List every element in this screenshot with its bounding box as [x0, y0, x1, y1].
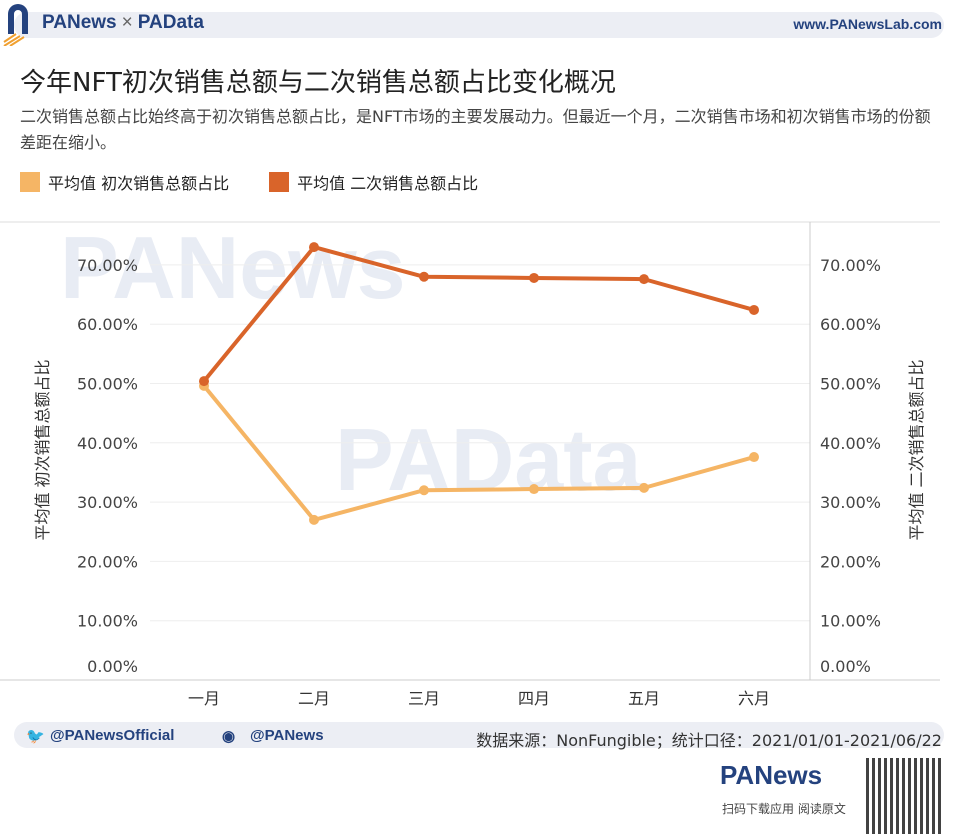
series-line-primary: [202, 384, 755, 522]
legend-label: 平均值 二次销售总额占比: [297, 174, 479, 193]
data-point: [749, 452, 759, 463]
y-axis-label-right: 平均值 二次销售总额占比: [907, 359, 926, 540]
data-point: [419, 271, 429, 282]
watermark-padata: PAData: [335, 410, 643, 509]
data-point: [529, 272, 539, 283]
legend-item-primary: 平均值 初次销售总额占比: [20, 170, 229, 194]
y-tick-right: 50.00%: [820, 375, 881, 394]
scan-text: 扫码下载应用 阅读原文: [722, 802, 846, 816]
data-point: [529, 484, 539, 495]
x-tick-label: 四月: [518, 689, 550, 708]
y-axis-label-left: 平均值 初次销售总额占比: [33, 359, 52, 540]
y-tick-left: 70.00%: [77, 256, 138, 275]
website-link[interactable]: www.PANewsLab.com: [793, 16, 942, 32]
legend-swatch: [269, 172, 290, 192]
data-source: 数据来源：NonFungible；统计口径：2021/01/01-2021/06…: [476, 731, 942, 750]
twitter-handle[interactable]: @PANewsOfficial: [50, 727, 175, 744]
data-point: [749, 304, 759, 315]
y-tick-right: 40.00%: [820, 434, 881, 453]
legend-item-secondary: 平均值 二次销售总额占比: [269, 170, 478, 194]
panews-footer-logo: PANews: [720, 760, 823, 790]
chart-subtitle: 二次销售总额占比始终高于初次销售总额占比，是NFT市场的主要发展动力。但最近一个…: [20, 107, 931, 152]
data-point: [309, 514, 319, 525]
weibo-icon: ◉: [222, 728, 236, 745]
y-tick-left: 10.00%: [77, 612, 138, 631]
weibo-handle[interactable]: @PANews: [250, 727, 324, 744]
legend: 平均值 初次销售总额占比 平均值 二次销售总额占比: [20, 170, 478, 194]
y-tick-left: 20.00%: [77, 552, 138, 571]
y-tick-left: 0.00%: [87, 657, 138, 676]
y-tick-left: 50.00%: [77, 375, 138, 394]
y-tick-right: 20.00%: [820, 552, 881, 571]
data-point: [639, 482, 649, 493]
series-line-secondary: [202, 245, 755, 383]
legend-swatch: [20, 172, 40, 192]
y-tick-right: 10.00%: [820, 612, 881, 631]
footer-bar: [14, 722, 944, 748]
x-tick-label: 一月: [188, 689, 220, 708]
y-tick-right: 30.00%: [820, 493, 881, 512]
y-tick-left: 60.00%: [77, 315, 138, 334]
y-tick-right: 70.00%: [820, 256, 881, 275]
data-point: [419, 485, 429, 496]
qr-code[interactable]: [866, 758, 942, 834]
panews-logo-icon: [3, 4, 28, 46]
x-tick-label: 三月: [408, 689, 440, 708]
chart-title: 今年NFT初次销售总额与二次销售总额占比变化概况: [20, 68, 616, 98]
x-tick-label: 二月: [298, 689, 330, 708]
brand-title: PANews × PAData: [42, 12, 204, 33]
watermark-panews: PANews: [60, 218, 406, 317]
x-tick-label: 六月: [738, 689, 770, 708]
data-point: [309, 242, 319, 253]
legend-label: 平均值 初次销售总额占比: [48, 174, 230, 193]
data-point: [199, 376, 209, 387]
x-tick-label: 五月: [628, 689, 660, 708]
header-bar: [14, 12, 944, 38]
y-tick-right: 0.00%: [820, 657, 871, 676]
y-tick-left: 30.00%: [77, 493, 138, 512]
y-tick-right: 60.00%: [820, 315, 881, 334]
data-point: [639, 274, 649, 285]
line-chart: PANews PAData 0.00% 0.00% 10.00% 10.00% 20.00%…: [0, 218, 940, 708]
twitter-icon: 🐦: [26, 728, 45, 745]
y-tick-left: 40.00%: [77, 434, 138, 453]
